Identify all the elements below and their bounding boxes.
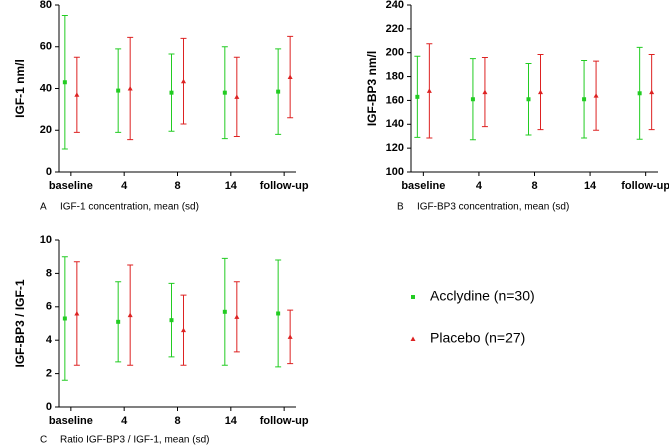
marker <box>169 90 174 95</box>
y-tick-label: 200 <box>386 47 404 59</box>
x-tick-label: 14 <box>225 415 238 427</box>
marker <box>222 90 227 95</box>
marker <box>62 80 67 85</box>
y-tick-label: 60 <box>40 41 52 53</box>
y-tick-label: 4 <box>46 334 53 346</box>
x-tick-label: baseline <box>49 415 93 427</box>
legend-marker <box>411 295 415 299</box>
marker <box>234 94 240 99</box>
marker <box>181 78 186 84</box>
y-tick-label: 0 <box>46 401 52 413</box>
x-tick-label: 8 <box>174 180 180 192</box>
x-tick-label: 8 <box>531 180 537 192</box>
x-tick-label: baseline <box>49 180 93 192</box>
y-tick-label: 180 <box>386 70 404 82</box>
marker <box>127 312 133 318</box>
y-tick-label: 100 <box>386 166 404 178</box>
caption: IGF-1 concentration, mean (sd) <box>60 202 199 213</box>
y-tick-label: 8 <box>46 267 52 279</box>
marker <box>116 319 121 324</box>
marker <box>637 91 642 96</box>
marker <box>181 327 186 333</box>
x-tick-label: 4 <box>121 415 128 427</box>
y-axis-label: IGF-BP3 / IGF-1 <box>13 279 27 367</box>
marker <box>169 318 174 323</box>
x-tick-label: follow-up <box>260 415 309 427</box>
x-tick-label: 14 <box>584 180 597 192</box>
marker <box>74 310 80 316</box>
marker <box>287 334 293 339</box>
y-tick-label: 2 <box>46 368 52 380</box>
caption: IGF-BP3 concentration, mean (sd) <box>417 202 569 213</box>
x-tick-label: 8 <box>174 415 180 427</box>
marker <box>482 89 488 95</box>
panel-letter: A <box>40 202 47 213</box>
y-axis-label: IGF-BP3 nm/l <box>365 51 379 126</box>
y-tick-label: 20 <box>40 124 52 136</box>
marker <box>62 316 67 321</box>
marker <box>287 74 293 80</box>
y-tick-label: 240 <box>386 0 404 11</box>
y-tick-label: 40 <box>40 82 52 94</box>
y-tick-label: 120 <box>386 142 404 154</box>
x-tick-label: 4 <box>121 180 128 192</box>
y-tick-label: 160 <box>386 94 404 106</box>
x-tick-label: 4 <box>476 180 483 192</box>
y-tick-label: 0 <box>46 166 52 178</box>
marker <box>538 89 543 95</box>
y-tick-label: 6 <box>46 301 52 313</box>
marker <box>470 97 475 102</box>
x-tick-label: follow-up <box>260 180 309 192</box>
caption: Ratio IGF-BP3 / IGF-1, mean (sd) <box>60 435 209 446</box>
marker <box>116 88 121 93</box>
panel-letter: C <box>40 435 47 446</box>
x-tick-label: 14 <box>225 180 238 192</box>
y-tick-label: 220 <box>386 23 404 35</box>
marker <box>582 97 587 102</box>
y-axis-label: IGF-1 nm/l <box>13 59 27 118</box>
marker <box>222 309 227 314</box>
y-tick-label: 80 <box>40 0 52 11</box>
marker <box>276 311 281 316</box>
marker <box>127 86 133 91</box>
marker <box>593 93 599 98</box>
marker <box>276 89 281 94</box>
legend-marker <box>410 336 416 341</box>
panel-letter: B <box>397 202 404 213</box>
legend-label: Acclydine (n=30) <box>430 288 535 304</box>
x-tick-label: baseline <box>401 180 445 192</box>
y-tick-label: 10 <box>40 234 52 246</box>
x-tick-label: follow-up <box>621 180 669 192</box>
marker <box>234 314 240 319</box>
marker <box>426 88 432 93</box>
y-tick-label: 140 <box>386 118 404 130</box>
marker <box>415 94 420 99</box>
marker <box>74 92 80 97</box>
marker <box>526 97 531 102</box>
marker <box>649 89 655 95</box>
legend-label: Placebo (n=27) <box>430 330 525 346</box>
